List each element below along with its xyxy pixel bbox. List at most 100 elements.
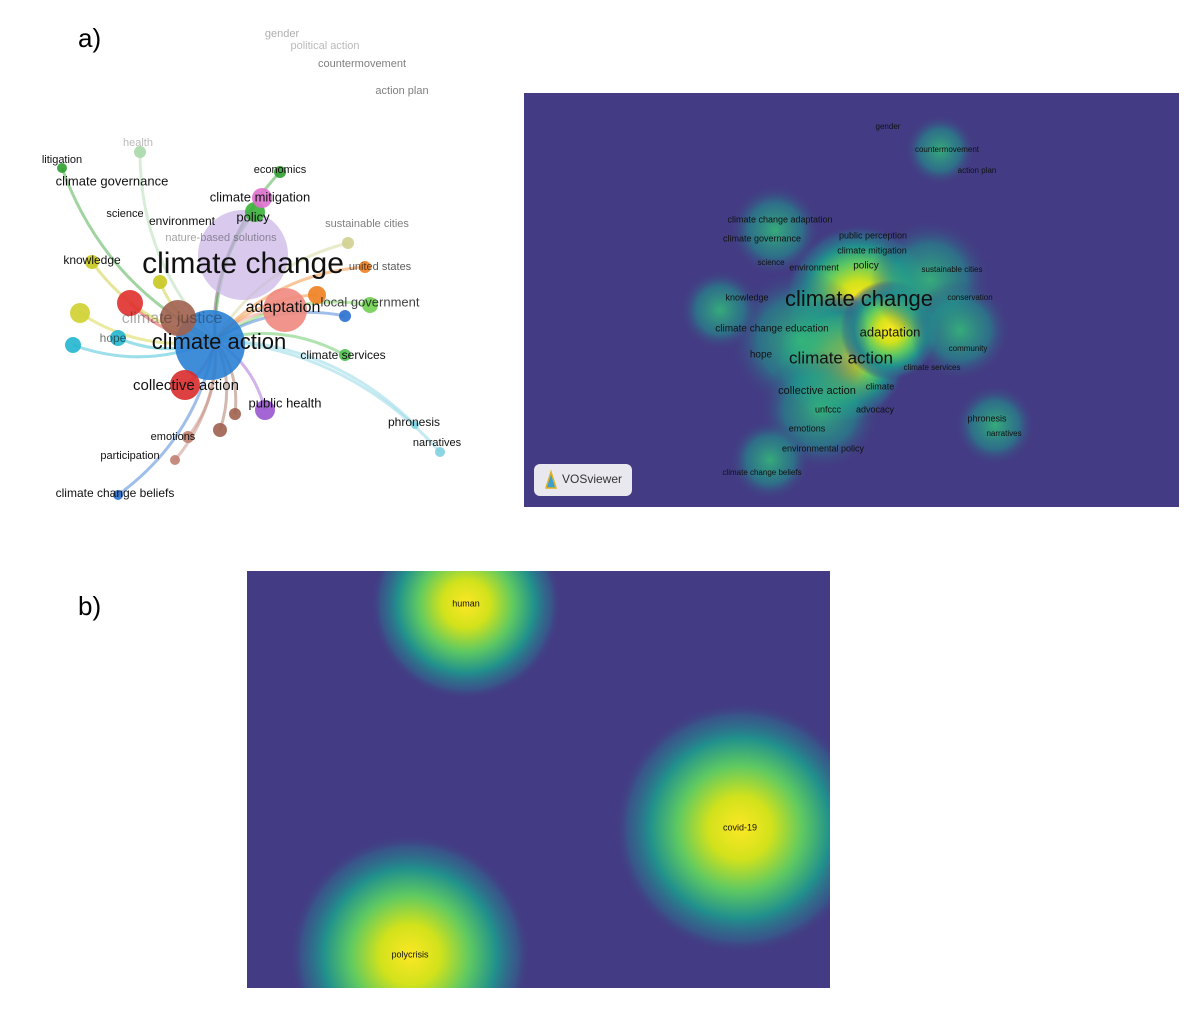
- node: [170, 455, 180, 465]
- density-label: climate change education: [715, 324, 828, 335]
- panel-label: b): [78, 591, 101, 621]
- density-label: climate action: [789, 348, 893, 367]
- node: [70, 303, 90, 323]
- node: [65, 337, 81, 353]
- node-label: narratives: [413, 437, 462, 449]
- hotspot: [730, 420, 810, 500]
- node-label: phronesis: [388, 415, 440, 429]
- density-label: action plan: [958, 166, 997, 175]
- node-label: action plan: [375, 85, 428, 97]
- density-label: public perception: [839, 230, 907, 240]
- badge-icon: [544, 469, 558, 489]
- density-label: climate change beliefs: [722, 468, 801, 477]
- node-label: health: [123, 137, 153, 149]
- density-label: hope: [750, 350, 773, 361]
- density-glow: [290, 571, 830, 988]
- node: [134, 146, 146, 158]
- density-label: covid-19: [723, 822, 757, 832]
- badge-text: VOSviewer: [562, 472, 622, 486]
- node: [182, 431, 194, 443]
- density-label: narratives: [986, 429, 1021, 438]
- hotspot: [905, 115, 975, 185]
- node-label: sustainable cities: [325, 218, 409, 230]
- node: [198, 210, 288, 300]
- node: [255, 400, 275, 420]
- node-label: climate mitigation: [210, 189, 310, 204]
- density-label: human: [452, 598, 480, 608]
- node: [57, 163, 67, 173]
- hotspot: [910, 280, 1010, 380]
- node-label: climate justice: [122, 310, 223, 327]
- density-label: conservation: [947, 293, 992, 302]
- density-label: climate governance: [723, 233, 801, 243]
- node: [170, 370, 200, 400]
- density-label: unfccc: [815, 404, 842, 414]
- node-label: collective action: [133, 377, 239, 394]
- density-label: collective action: [778, 385, 856, 397]
- node-label: climate change: [142, 247, 344, 280]
- node-label: political action: [290, 40, 359, 52]
- node-label: hope: [100, 331, 127, 345]
- node: [229, 408, 241, 420]
- density-label: polycrisis: [391, 949, 429, 959]
- density-label: advocacy: [856, 404, 895, 414]
- node-label: knowledge: [63, 253, 121, 267]
- node: [252, 188, 272, 208]
- node-label: economics: [254, 164, 307, 176]
- node: [263, 288, 307, 332]
- node-label: litigation: [42, 154, 82, 166]
- density-label: community: [949, 344, 988, 353]
- node: [153, 275, 167, 289]
- node-label: environment: [149, 214, 216, 228]
- node: [213, 423, 227, 437]
- hotspot: [371, 571, 561, 699]
- node: [274, 166, 286, 178]
- hotspot: [615, 703, 830, 953]
- density-label: countermovement: [915, 145, 980, 154]
- density-label: knowledge: [725, 292, 768, 302]
- node: [359, 261, 371, 273]
- panel-label: a): [78, 23, 101, 53]
- node-label: adaptation: [246, 299, 321, 316]
- node-label: countermovement: [318, 58, 406, 70]
- node: [117, 290, 143, 316]
- density-labels: human covid-19 polycrisis: [391, 598, 757, 959]
- node: [362, 297, 378, 313]
- density-label: climate services: [904, 363, 961, 372]
- density-label: gender: [876, 122, 901, 131]
- node: [160, 300, 196, 336]
- density-label: policy: [853, 261, 879, 272]
- density-label: emotions: [789, 423, 826, 433]
- density-label: climate change adaptation: [727, 214, 832, 224]
- node-label: gender: [265, 28, 300, 40]
- density-label: climate change: [785, 286, 933, 311]
- density-label: science: [757, 258, 785, 267]
- density-label: climate: [866, 381, 895, 391]
- node: [411, 421, 419, 429]
- density-label: environment: [789, 262, 839, 272]
- node-label: climate change beliefs: [56, 486, 175, 500]
- node: [110, 330, 126, 346]
- node-label: climate services: [300, 348, 385, 362]
- node-label: climate governance: [56, 173, 169, 188]
- node: [339, 310, 351, 322]
- node-label: science: [106, 208, 143, 220]
- density-label: phronesis: [967, 413, 1007, 423]
- node-label: public health: [249, 395, 322, 410]
- node: [342, 237, 354, 249]
- hotspot: [680, 270, 760, 350]
- hotspot: [955, 385, 1035, 465]
- density-labels: gender countermovement action plan climate …: [715, 122, 1021, 477]
- node-label: nature-based solutions: [165, 232, 277, 244]
- density-label: adaptation: [860, 324, 921, 339]
- density-glow: [680, 115, 1035, 500]
- node-label: united states: [349, 261, 412, 273]
- node: [308, 286, 326, 304]
- density-label: sustainable cities: [922, 265, 983, 274]
- badge: [534, 464, 632, 496]
- hotspot: [730, 185, 820, 275]
- node-label: climate action: [152, 329, 287, 354]
- node-label: local government: [321, 294, 420, 309]
